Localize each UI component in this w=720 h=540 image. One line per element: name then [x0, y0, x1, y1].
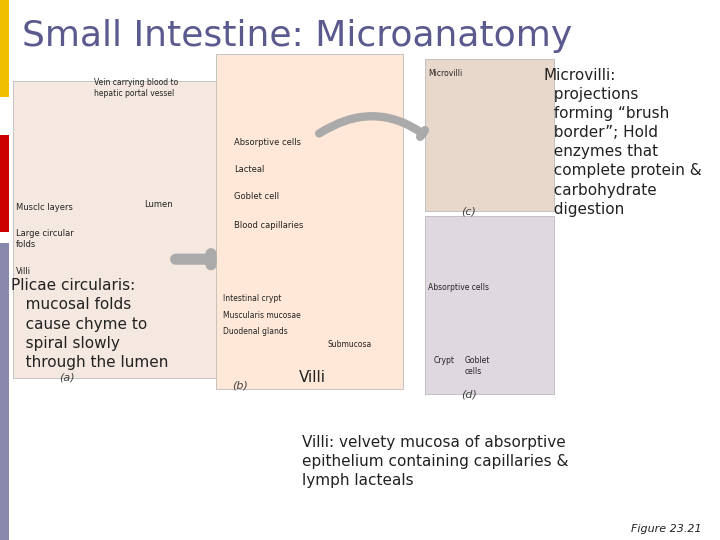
Text: Absorptive cells: Absorptive cells	[234, 138, 301, 147]
Text: Musclc layers: Musclc layers	[16, 202, 73, 212]
Text: Lumen: Lumen	[144, 200, 173, 209]
Text: Goblet cell: Goblet cell	[234, 192, 279, 201]
Text: Submucosa: Submucosa	[328, 340, 372, 349]
Text: Goblet
cells: Goblet cells	[464, 356, 490, 376]
Bar	[13, 81, 294, 378]
Text: Crypt: Crypt	[433, 356, 454, 366]
Bar	[425, 216, 554, 394]
Text: Vein carrying blood to
hepatic portal vessel: Vein carrying blood to hepatic portal ve…	[94, 78, 178, 98]
Text: Microvilli:
  projections
  forming “brush
  border”; Hold
  enzymes that
  comp: Microvilli: projections forming “brush b…	[544, 68, 701, 217]
Text: (b): (b)	[232, 381, 248, 391]
Text: Villi: Villi	[16, 267, 31, 276]
Bar	[0, 135, 9, 232]
Text: Intestinal crypt: Intestinal crypt	[223, 294, 282, 303]
Text: (a): (a)	[59, 373, 75, 383]
Bar	[425, 59, 554, 211]
Text: Figure 23.21: Figure 23.21	[631, 523, 702, 534]
Text: Blood capillaries: Blood capillaries	[234, 221, 303, 231]
Text: Muscularis mucosae: Muscularis mucosae	[223, 310, 301, 320]
Text: Duodenal glands: Duodenal glands	[223, 327, 288, 336]
Text: Villi: velvety mucosa of absorptive
epithelium containing capillaries &
lymph la: Villi: velvety mucosa of absorptive epit…	[302, 435, 569, 488]
Text: Lacteal: Lacteal	[234, 165, 264, 174]
Bar	[216, 54, 403, 389]
Text: Small Intestine: Microanatomy: Small Intestine: Microanatomy	[22, 19, 572, 53]
Text: Plicae circularis:
   mucosal folds
   cause chyme to
   spiral slowly
   throug: Plicae circularis: mucosal folds cause c…	[11, 278, 168, 370]
Text: Microvilli: Microvilli	[428, 69, 463, 78]
Text: Absorptive cells: Absorptive cells	[428, 284, 490, 293]
Bar	[0, 243, 9, 540]
Text: (c): (c)	[461, 206, 476, 217]
Bar	[0, 0, 9, 97]
Text: (d): (d)	[461, 390, 477, 400]
Text: Villi: Villi	[299, 370, 325, 385]
Text: Large circular
folds: Large circular folds	[16, 230, 73, 249]
